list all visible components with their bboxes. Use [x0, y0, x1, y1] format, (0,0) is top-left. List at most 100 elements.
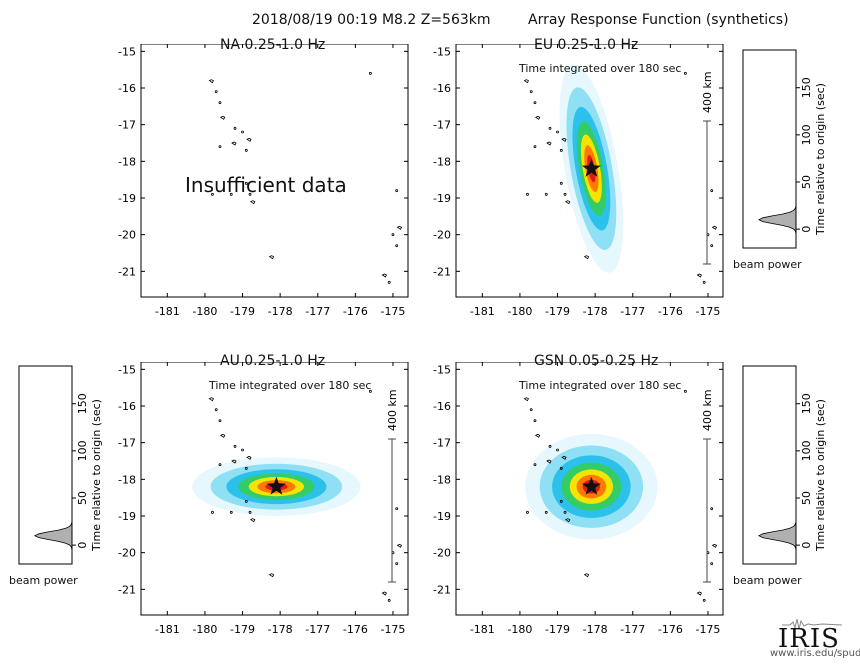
island	[208, 397, 214, 402]
plot-frame	[455, 362, 724, 616]
x-tick-label: -179	[230, 623, 255, 636]
plot-frame	[455, 44, 724, 298]
island	[544, 510, 548, 514]
island	[583, 573, 590, 578]
y-tick-label: -20	[118, 229, 136, 242]
iris-url[interactable]: www.iris.edu/spud	[770, 648, 860, 659]
island	[211, 192, 214, 196]
beam-y-tick-label: 100	[800, 124, 813, 145]
plot-frame	[140, 362, 409, 616]
island	[533, 463, 537, 467]
island	[396, 543, 403, 548]
island	[246, 137, 252, 142]
island	[395, 562, 399, 566]
island	[248, 192, 252, 196]
epicenter-star-icon	[266, 476, 286, 495]
x-tick-label: -177	[620, 305, 645, 318]
island	[565, 518, 571, 523]
x-tick-label: -180	[192, 623, 217, 636]
island	[702, 598, 706, 602]
coastlines	[208, 389, 403, 602]
epicenter-star-icon	[581, 476, 601, 495]
panel-title-au: AU 0.25-1.0 Hz	[220, 353, 326, 369]
island	[561, 137, 567, 142]
scale-bar-label: 400 km	[701, 71, 714, 113]
island	[544, 192, 548, 196]
island	[561, 455, 567, 460]
y-tick-label: -16	[433, 82, 451, 95]
island	[710, 244, 714, 248]
map-panel-gsn: -181 -180 -179 -178 -177 -176 -175 -15 -16 -17 -18…	[433, 362, 724, 636]
beam-power-curve	[757, 366, 797, 564]
island	[556, 448, 559, 452]
beam-xlabel-au: beam power	[9, 574, 78, 587]
beam-y-tick-label: 0	[800, 542, 813, 549]
x-tick-label: -181	[155, 623, 180, 636]
island	[214, 408, 218, 412]
seismogram-icon	[782, 618, 842, 630]
island	[250, 200, 256, 205]
beam-power-curve	[33, 366, 73, 564]
beam-y-tick-label: 0	[800, 226, 813, 233]
x-tick-label: -175	[380, 305, 405, 318]
y-tick-label: -18	[433, 155, 451, 168]
y-tick-label: -15	[433, 45, 451, 58]
y-tick-label: -17	[118, 119, 136, 132]
island	[248, 510, 252, 514]
y-tick-label: -21	[118, 583, 136, 596]
y-tick-label: -18	[118, 155, 136, 168]
island	[546, 141, 552, 146]
y-tick-label: -19	[118, 192, 136, 205]
island	[583, 255, 590, 260]
beam-y-axis-label: Time relative to origin (sec)	[814, 399, 827, 552]
island	[710, 562, 714, 566]
panel-title-eu: EU 0.25-1.0 Hz	[534, 37, 639, 53]
x-tick-label: -177	[305, 623, 330, 636]
island	[563, 192, 567, 196]
beam-xlabel-gsn: beam power	[733, 574, 802, 587]
insufficient-data-message: Insufficient data	[185, 173, 347, 197]
x-tick-label: -181	[155, 305, 180, 318]
y-tick-label: -17	[433, 437, 451, 450]
plot-frame	[140, 44, 409, 298]
island	[368, 389, 372, 393]
x-tick-label: -178	[583, 305, 608, 318]
map-panel-eu: -181 -180 -179 -178 -177 -176 -175 -15 -16 -17 -18…	[433, 44, 724, 318]
island	[559, 499, 563, 503]
island	[702, 280, 706, 284]
island	[233, 444, 237, 448]
island	[534, 115, 541, 120]
x-tick-label: -177	[620, 623, 645, 636]
coastlines	[523, 389, 718, 602]
island	[563, 510, 567, 514]
iris-logo: IRIS	[778, 616, 842, 654]
island	[548, 444, 552, 448]
coastlines	[208, 71, 403, 284]
y-tick-label: -20	[118, 547, 136, 560]
island	[229, 510, 233, 514]
island	[710, 189, 714, 193]
island	[219, 433, 226, 438]
y-tick-label: -15	[433, 363, 451, 376]
island	[533, 101, 537, 105]
island	[218, 419, 222, 423]
island	[710, 507, 714, 511]
island	[244, 499, 248, 503]
epicenter-star-icon	[581, 158, 601, 177]
island	[559, 466, 563, 470]
beam-frame	[18, 365, 73, 565]
integration-note-au: Time integrated over 180 sec	[209, 379, 372, 392]
island	[391, 233, 395, 237]
island	[523, 397, 529, 402]
island	[381, 591, 387, 596]
island	[529, 408, 533, 412]
panel-title-gsn: GSN 0.05-0.25 Hz	[534, 353, 659, 369]
island	[533, 419, 537, 423]
beam-panel-eu: 0 50 100 150 Time relative to origin (sec)	[742, 49, 827, 249]
y-tick-label: -19	[433, 510, 451, 523]
x-tick-label: -179	[230, 305, 255, 318]
island	[208, 79, 214, 84]
island	[395, 507, 399, 511]
x-tick-label: -180	[507, 305, 532, 318]
island	[241, 130, 244, 134]
